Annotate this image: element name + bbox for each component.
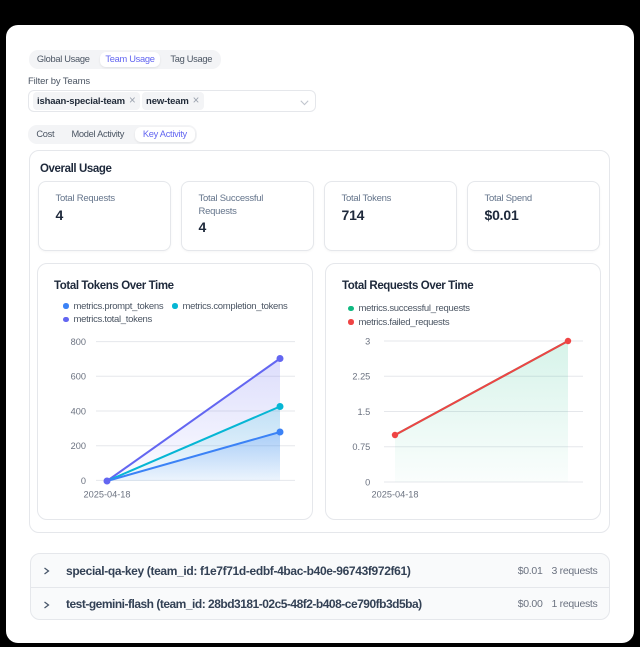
svg-text:600: 600 bbox=[71, 372, 86, 382]
svg-text:1.5: 1.5 bbox=[358, 407, 371, 417]
svg-text:200: 200 bbox=[71, 441, 86, 451]
svg-text:0: 0 bbox=[365, 477, 370, 487]
svg-text:2.25: 2.25 bbox=[352, 372, 370, 382]
svg-text:2025-04-18: 2025-04-18 bbox=[84, 490, 131, 500]
svg-text:400: 400 bbox=[71, 406, 86, 416]
svg-text:3: 3 bbox=[365, 336, 370, 346]
svg-text:0: 0 bbox=[81, 476, 86, 486]
svg-text:800: 800 bbox=[71, 337, 86, 347]
svg-text:2025-04-18: 2025-04-18 bbox=[372, 490, 419, 500]
svg-text:0.75: 0.75 bbox=[352, 442, 370, 452]
